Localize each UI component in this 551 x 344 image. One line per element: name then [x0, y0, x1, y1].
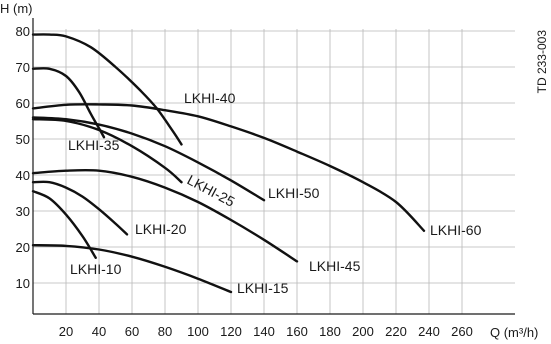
x-tick-label: 40 — [92, 324, 106, 339]
series-labels: LKHI-10 LKHI-15 LKHI-20 LKHI-25 LKHI-35 LKHI-… — [68, 90, 482, 296]
x-tick-label: 200 — [352, 324, 374, 339]
curve-lkhi-35 — [31, 67, 106, 139]
y-axis-title: H (m) — [0, 1, 33, 16]
curve-lkhi-10 — [31, 190, 97, 259]
x-tick-label: 80 — [158, 324, 172, 339]
x-tick-label: 260 — [451, 324, 473, 339]
x-tick-label: 60 — [125, 324, 139, 339]
label-lkhi-35: LKHI-35 — [68, 137, 120, 153]
label-lkhi-40: LKHI-40 — [184, 90, 236, 106]
axes — [32, 18, 515, 315]
x-tick-label: 100 — [187, 324, 209, 339]
curves — [31, 33, 426, 294]
x-tick-label: 120 — [220, 324, 242, 339]
y-tick-label: 30 — [16, 204, 30, 219]
label-lkhi-50: LKHI-50 — [268, 185, 320, 201]
x-axis-title: Q (m³/h) — [490, 325, 538, 340]
label-lkhi-25: LKHI-25 — [185, 172, 238, 210]
curve-lkhi-15 — [31, 244, 233, 294]
y-tick-label: 10 — [16, 276, 30, 291]
y-tick-label: 80 — [16, 24, 30, 39]
y-tick-label: 20 — [16, 240, 30, 255]
curve-lkhi-60 — [31, 103, 426, 232]
x-tick-label: 160 — [286, 324, 308, 339]
label-lkhi-10: LKHI-10 — [70, 261, 122, 277]
x-tick-label: 240 — [418, 324, 440, 339]
x-tick-label: 220 — [385, 324, 407, 339]
curve-lkhi-25 — [31, 118, 183, 184]
label-lkhi-60: LKHI-60 — [430, 222, 482, 238]
label-lkhi-15: LKHI-15 — [237, 280, 289, 296]
document-code: TD 233-003 — [535, 30, 549, 94]
tick-labels: 10 20 30 40 50 60 70 80 20 40 60 80 100 120 140 160 180 2… — [16, 24, 473, 339]
curve-lkhi-40 — [31, 33, 183, 146]
grid — [33, 29, 515, 314]
y-tick-label: 50 — [16, 132, 30, 147]
y-tick-label: 60 — [16, 96, 30, 111]
x-tick-label: 140 — [253, 324, 275, 339]
x-tick-label: 20 — [59, 324, 73, 339]
curve-lkhi-50 — [31, 116, 266, 202]
curve-lkhi-45 — [31, 168, 299, 263]
y-tick-label: 70 — [16, 60, 30, 75]
x-tick-label: 180 — [319, 324, 341, 339]
label-lkhi-20: LKHI-20 — [135, 221, 187, 237]
curve-lkhi-20 — [31, 180, 129, 236]
y-tick-label: 40 — [16, 168, 30, 183]
label-lkhi-45: LKHI-45 — [309, 258, 361, 274]
